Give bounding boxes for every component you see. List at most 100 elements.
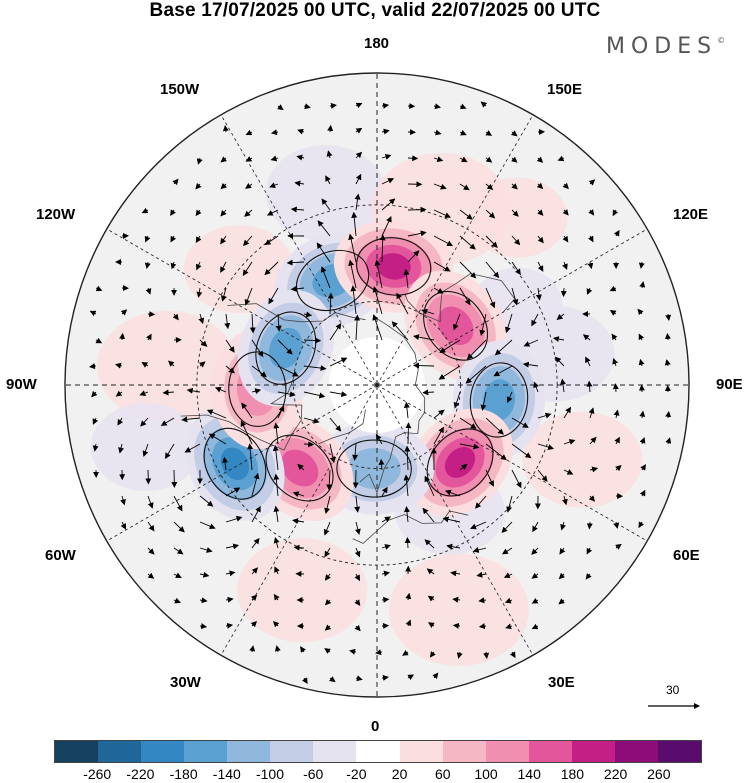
- wind-vector-arrow: [559, 547, 566, 555]
- wind-vector-arrow: [374, 259, 383, 289]
- wind-vector-arrow: [329, 102, 337, 109]
- wind-vector-arrow: [472, 547, 487, 553]
- wind-vector-arrow: [275, 313, 282, 332]
- wind-vector-arrow: [321, 198, 331, 211]
- wind-vector-arrow: [557, 155, 565, 162]
- wind-vector-arrow: [277, 391, 296, 398]
- wind-vector-arrow: [292, 491, 305, 498]
- wind-vector-arrow: [244, 287, 253, 306]
- wind-vector-arrow: [251, 365, 267, 378]
- anomaly-background-patch: [97, 310, 238, 423]
- wind-vector-arrow: [506, 495, 513, 513]
- colorbar-tick-label: 100: [474, 766, 498, 782]
- wind-vector-arrow: [168, 360, 175, 367]
- wind-vector-arrow: [329, 357, 348, 367]
- wind-vector-arrow: [95, 285, 103, 292]
- wind-vector-arrow: [501, 547, 513, 555]
- wind-vector-arrow: [249, 313, 256, 334]
- wind-vector-arrow: [433, 129, 442, 136]
- wind-vector-arrow: [320, 266, 331, 289]
- lon-label-60e: 60E: [673, 547, 700, 564]
- meridian-line: [106, 228, 378, 386]
- wind-vector-arrow: [199, 521, 216, 530]
- wind-vector-arrow: [225, 622, 234, 629]
- wind-vector-arrow: [459, 261, 477, 279]
- colorbar: [54, 740, 702, 763]
- wind-vector-arrow: [355, 102, 363, 109]
- lon-label-180: 180: [364, 35, 390, 52]
- wind-vector-arrow: [114, 362, 123, 369]
- colorbar-tick-label: -60: [303, 766, 324, 782]
- contour-ring: [203, 427, 267, 500]
- wind-vector-arrow: [249, 645, 256, 653]
- colorbar-swatch: [356, 741, 400, 762]
- wind-vector-arrow: [251, 505, 261, 523]
- wind-vector-arrow: [459, 235, 476, 250]
- wind-vector-arrow: [614, 436, 620, 445]
- wind-vector-arrow: [433, 235, 454, 247]
- wind-vector-arrow: [199, 597, 208, 604]
- wind-vector-arrow: [199, 547, 213, 553]
- wind-vector-arrow: [294, 180, 305, 187]
- wind-vector-arrow: [208, 433, 227, 445]
- wind-vector-arrow: [485, 235, 498, 248]
- wind-vector-arrow: [381, 198, 396, 211]
- wind-vector-arrow: [303, 365, 327, 372]
- wind-vector-arrow: [324, 624, 332, 631]
- wind-vector-arrow: [407, 230, 427, 237]
- wind-vector-arrow: [639, 281, 646, 289]
- colorbar-swatch: [614, 741, 658, 762]
- colorbar-tick-label: -20: [346, 766, 367, 782]
- wind-vector-arrow: [485, 287, 496, 309]
- wind-vector-arrow: [407, 250, 420, 263]
- wind-vector-arrow: [381, 128, 390, 135]
- wind-vector-arrow: [354, 624, 361, 632]
- wind-vector-arrow: [402, 649, 409, 656]
- wind-vector-arrow: [586, 521, 593, 530]
- wind-vector-arrow: [173, 521, 185, 533]
- wind-vector-arrow: [537, 235, 544, 244]
- wind-vector-arrow: [552, 336, 565, 343]
- wind-vector-arrow: [170, 261, 177, 270]
- reference-vector-value: 30: [666, 683, 680, 697]
- wind-vector-arrow: [220, 287, 227, 302]
- wind-vector-arrow: [273, 593, 280, 601]
- wind-vector-arrow: [196, 261, 202, 271]
- lon-label-90w: 90W: [6, 376, 37, 393]
- wind-vector-arrow: [403, 506, 410, 523]
- wind-vector-arrow: [350, 285, 357, 315]
- wind-vector-arrow: [404, 445, 411, 471]
- copyright-mark: ©: [717, 36, 726, 45]
- wind-vector-arrow: [459, 183, 470, 191]
- wind-vector-arrow: [120, 521, 127, 530]
- contour-ring: [423, 290, 489, 361]
- anomaly-contour-fill: [444, 447, 476, 478]
- wind-vector-arrow: [556, 313, 565, 321]
- wind-vector-arrow: [478, 623, 487, 630]
- anomaly-contour-line: [255, 311, 317, 385]
- wind-vector-arrow: [266, 209, 279, 216]
- wind-vector-arrow: [485, 130, 493, 136]
- lon-label-150e: 150E: [547, 81, 583, 98]
- wind-vector-arrow: [222, 125, 229, 133]
- wind-vector-arrow: [274, 645, 281, 653]
- wind-vector-arrow: [351, 211, 358, 237]
- wind-vector-arrow: [504, 597, 513, 604]
- wind-vector-arrow: [220, 235, 227, 245]
- wind-vector-arrow: [615, 465, 622, 472]
- wind-vector-arrow: [323, 521, 331, 536]
- wind-vector-arrow: [426, 568, 435, 575]
- wind-vector-arrow: [324, 648, 331, 654]
- wind-vector-arrow: [244, 209, 253, 217]
- wind-vector-arrow: [438, 365, 461, 380]
- wind-vector-arrow: [303, 103, 311, 110]
- colorbar-tick-label: 180: [560, 766, 585, 782]
- wind-vector-arrow: [381, 215, 392, 237]
- wind-vector-arrow: [273, 422, 280, 445]
- anomaly-contour-line: [265, 434, 334, 502]
- wind-vector-arrow: [609, 310, 617, 316]
- coastline: [359, 412, 425, 494]
- wind-vector-arrow: [303, 337, 322, 344]
- wind-vector-arrow: [354, 314, 361, 341]
- wind-vector-arrow: [117, 417, 124, 426]
